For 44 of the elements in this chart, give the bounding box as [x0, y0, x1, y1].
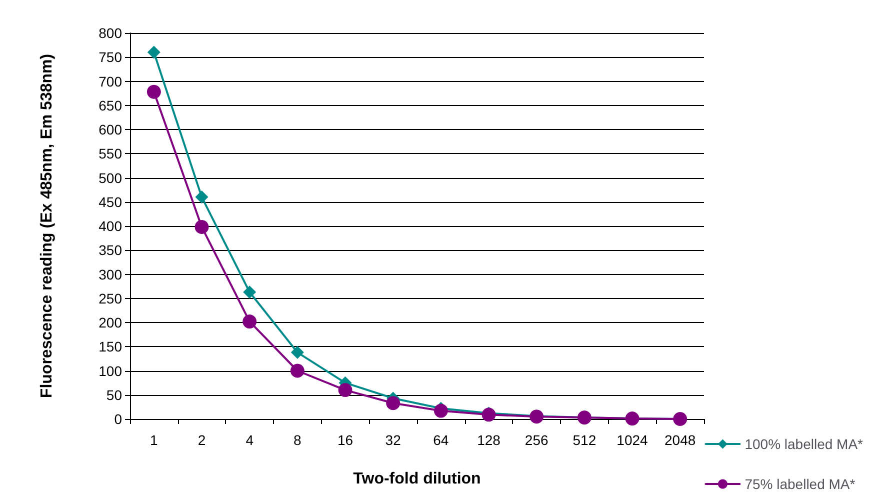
x-tick-label: 128: [477, 432, 501, 448]
y-tick-label: 550: [98, 146, 122, 162]
x-tick-label: 64: [433, 432, 449, 448]
x-tick-label: 8: [294, 432, 302, 448]
point: [195, 190, 208, 204]
point: [243, 286, 256, 299]
y-tick-label: 200: [98, 314, 122, 330]
x-tick-label: 2048: [664, 432, 696, 448]
x-tick-label: 4: [246, 432, 254, 448]
y-tick-label: 400: [98, 218, 122, 234]
point: [434, 404, 448, 418]
y-tick-label: 800: [98, 25, 122, 41]
y-tick-label: 250: [98, 290, 122, 306]
y-tick-label: 750: [98, 49, 122, 66]
y-tick-label: 700: [98, 73, 122, 90]
legend-label: 75% labelled MA*: [744, 476, 856, 492]
y-tick-label: 150: [98, 338, 122, 355]
y-tick-label: 100: [98, 362, 122, 379]
x-tick-label: 2: [198, 432, 206, 448]
y-tick-label: 0: [114, 411, 122, 427]
x-tick-label: 1: [150, 432, 158, 448]
point: [242, 314, 257, 329]
y-tick-label: 50: [106, 386, 122, 403]
y-tick-label: 500: [98, 170, 122, 186]
y-tick-label: 350: [98, 242, 122, 258]
legend-label: 100% labelled MA*: [744, 436, 864, 452]
y-axis-title: Fluorescence reading (Ex 485nm, Em 538nm): [38, 54, 56, 398]
point: [338, 383, 352, 398]
point: [290, 364, 304, 378]
point: [386, 396, 400, 410]
x-tick-label: 16: [337, 432, 354, 448]
x-tick-label: 512: [572, 432, 596, 448]
point: [146, 84, 161, 99]
y-tick-label: 450: [98, 194, 122, 210]
x-tick-label: 32: [385, 432, 402, 448]
point: [194, 220, 209, 234]
point: [290, 346, 304, 359]
x-tick-label: 1024: [616, 432, 648, 448]
x-tick-label: 256: [524, 432, 548, 448]
x-axis-title: Two-fold dilution: [353, 470, 481, 488]
y-tick-label: 600: [98, 122, 122, 138]
y-tick-label: 650: [98, 97, 122, 114]
point: [147, 46, 160, 59]
y-tick-label: 300: [98, 266, 122, 282]
